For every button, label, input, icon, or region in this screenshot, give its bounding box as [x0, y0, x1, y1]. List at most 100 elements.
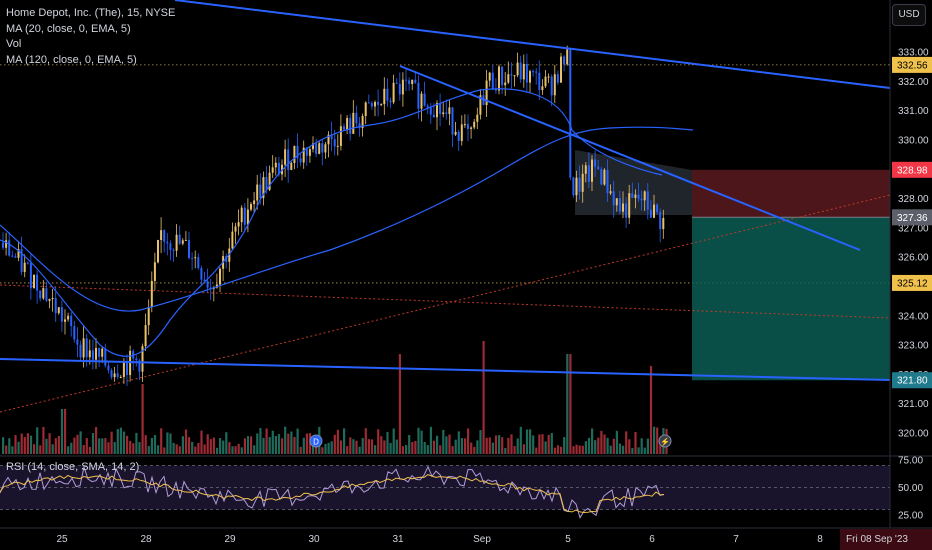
volume-bar: [206, 434, 209, 454]
candle-body: [166, 241, 169, 244]
volume-bar: [656, 427, 659, 454]
volume-bar: [473, 446, 476, 454]
volume-bar: [122, 431, 126, 454]
candle-body: [312, 143, 314, 150]
candle-body: [191, 257, 194, 259]
candle-body: [160, 230, 163, 240]
volume-bar: [625, 431, 628, 454]
candle-body: [240, 207, 243, 223]
volume-bar: [200, 430, 203, 454]
price-tag-label: 327.36: [897, 213, 928, 224]
volume-bar: [653, 426, 656, 454]
volume-bar: [544, 441, 547, 454]
candle-body: [550, 76, 553, 96]
volume-bar: [45, 438, 48, 454]
candle-body: [525, 63, 528, 83]
volume-bar: [395, 439, 398, 454]
candle-body: [36, 274, 39, 291]
candle-body: [265, 177, 268, 190]
candle-body: [532, 71, 535, 73]
candle-body: [274, 162, 277, 168]
symbol-title[interactable]: Home Depot, Inc. (The), 15, NYSE: [6, 7, 176, 19]
candle-body: [553, 74, 556, 96]
candle-body: [377, 101, 380, 105]
candle-body: [39, 290, 42, 299]
price-tick-label: 332.00: [898, 77, 929, 88]
volume-bar: [64, 409, 67, 454]
candle-body: [184, 239, 187, 241]
volume-bar: [11, 446, 14, 454]
volume-bar: [445, 436, 448, 454]
candle-body: [17, 249, 20, 258]
volume-bar: [39, 445, 42, 454]
time-tick-label: 29: [224, 534, 236, 545]
candle-body: [529, 71, 531, 83]
event-marker-label: ⚡: [660, 437, 670, 447]
volume-bar: [181, 436, 184, 454]
candle-body: [126, 362, 128, 375]
candle-body: [426, 105, 429, 108]
currency-button[interactable]: USD: [892, 4, 926, 26]
candle-body: [277, 162, 280, 175]
volume-bar: [268, 437, 271, 454]
candle-body: [625, 203, 628, 218]
candle-body: [603, 169, 606, 185]
candle-body: [618, 198, 621, 212]
candle-body: [48, 299, 51, 301]
volume-bar: [482, 341, 485, 454]
rsi-line: [0, 465, 665, 519]
candle-body: [401, 79, 404, 95]
candle-body: [615, 198, 618, 206]
volume-bar: [637, 447, 640, 454]
candle-body: [581, 173, 584, 192]
volume-bar: [470, 442, 473, 454]
vol-legend[interactable]: Vol: [6, 38, 22, 50]
candle-body: [454, 131, 457, 135]
rsi-legend[interactable]: RSI (14, close, SMA, 14, 2): [6, 461, 140, 473]
candle-body: [85, 338, 88, 358]
candle-body: [640, 198, 643, 201]
volume-bar: [380, 436, 383, 454]
candle-body: [88, 350, 91, 358]
ma120-legend[interactable]: MA (120, close, 0, EMA, 5): [6, 53, 137, 66]
time-tick-label: 28: [140, 534, 152, 545]
candle-body: [395, 82, 398, 84]
volume-bar: [57, 435, 60, 454]
chart-legend: Home Depot, Inc. (The), 15, NYSE MA (20,…: [6, 6, 175, 68]
volume-bar: [299, 446, 302, 454]
volume-bar: [157, 445, 160, 454]
candle-body: [178, 234, 181, 244]
candle-body: [370, 102, 373, 107]
candle-body: [147, 307, 150, 326]
candle-body: [432, 114, 435, 118]
candle-body: [116, 373, 119, 377]
candle-body: [73, 326, 76, 340]
volume-bar: [504, 447, 507, 454]
candle-body: [299, 158, 302, 163]
candle-body: [569, 49, 572, 178]
volume-bar: [132, 443, 135, 454]
candle-body: [188, 239, 190, 258]
price-tag: [892, 56, 932, 73]
candle-body: [653, 204, 655, 218]
candle-body: [29, 262, 32, 289]
volume-bar: [150, 437, 153, 454]
volume-bar: [420, 430, 423, 454]
volume-bar: [414, 440, 417, 454]
candle-body: [343, 126, 345, 130]
descending-trendline: [399, 65, 861, 251]
time-tick-label: 8: [817, 534, 823, 545]
candle-body: [181, 240, 184, 244]
volume-bar: [494, 435, 498, 454]
volume-bar: [374, 445, 377, 454]
price-tick-label: 331.00: [898, 106, 929, 117]
candle-body: [479, 95, 482, 115]
volume-bar: [116, 429, 119, 454]
volume-bar: [36, 427, 39, 454]
ma20-legend[interactable]: MA (20, close, 0, EMA, 5): [6, 22, 131, 35]
volume-bar: [600, 430, 603, 454]
volume-bar: [104, 438, 107, 454]
volume-bar: [591, 428, 594, 454]
candle-body: [457, 131, 460, 141]
